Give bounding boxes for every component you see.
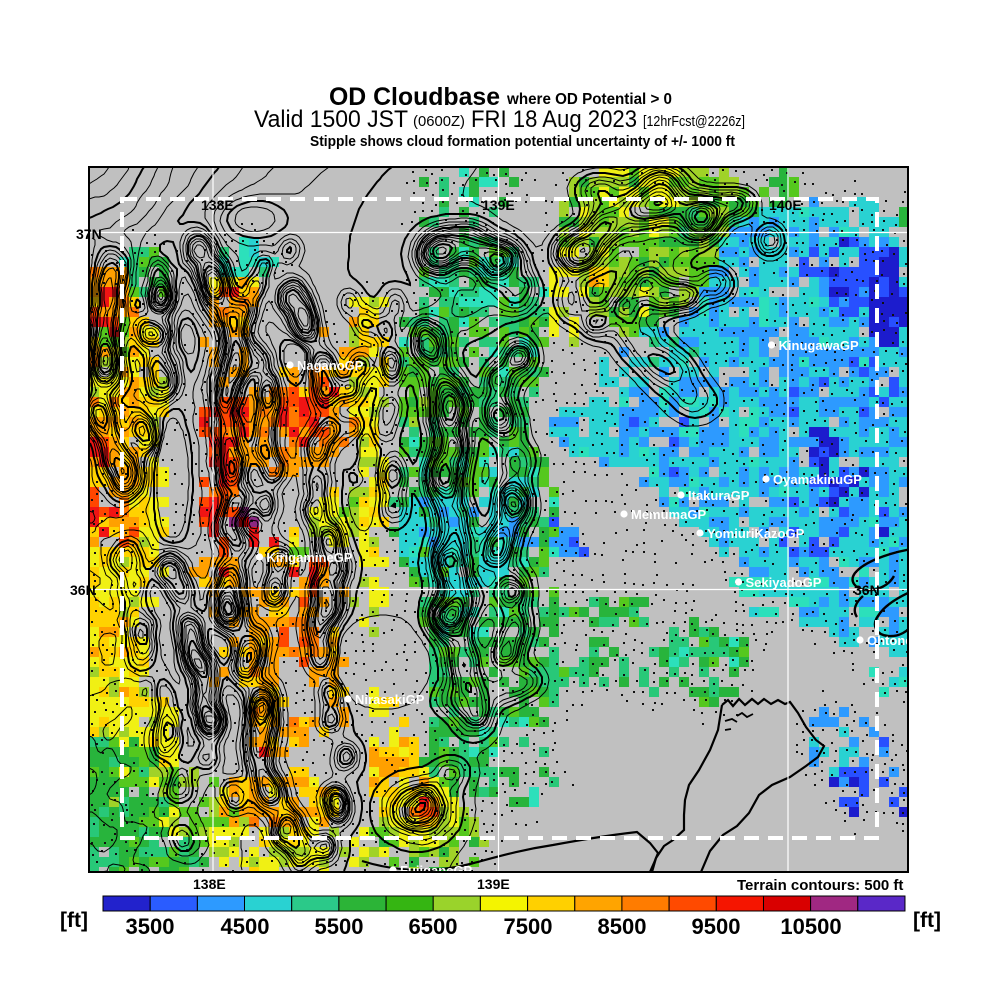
svg-text:SekiyadoGP: SekiyadoGP xyxy=(746,575,822,590)
svg-text:NaganoGP: NaganoGP xyxy=(297,358,364,373)
svg-text:10500: 10500 xyxy=(780,914,841,939)
svg-text:(0600Z): (0600Z) xyxy=(413,113,465,130)
svg-text:Stipple shows cloud formation: Stipple shows cloud formation potential … xyxy=(310,133,735,150)
svg-text:5500: 5500 xyxy=(315,914,364,939)
svg-text:139E: 139E xyxy=(477,876,510,892)
svg-text:ItakuraGP: ItakuraGP xyxy=(688,488,750,503)
svg-text:138E: 138E xyxy=(193,876,226,892)
svg-text:3500: 3500 xyxy=(126,914,175,939)
svg-text:OhtoneGL: OhtoneGL xyxy=(867,633,931,648)
svg-text:[12hrFcst@2226z]: [12hrFcst@2226z] xyxy=(643,113,745,130)
svg-text:Valid 1500 JST: Valid 1500 JST xyxy=(254,106,408,133)
svg-text:9500: 9500 xyxy=(692,914,741,939)
svg-text:NirasakiGP: NirasakiGP xyxy=(355,692,425,707)
svg-text:4500: 4500 xyxy=(221,914,270,939)
svg-text:OD Cloudbase: OD Cloudbase xyxy=(329,83,500,111)
svg-text:140E: 140E xyxy=(769,197,802,213)
svg-text:138E: 138E xyxy=(201,197,234,213)
svg-text:where OD Potential > 0: where OD Potential > 0 xyxy=(506,91,672,108)
svg-text:Terrain contours: 500 ft: Terrain contours: 500 ft xyxy=(737,877,903,894)
svg-text:KinugawaGP: KinugawaGP xyxy=(779,338,860,353)
svg-text:8500: 8500 xyxy=(598,914,647,939)
svg-text:MemumaGP: MemumaGP xyxy=(631,507,706,522)
svg-text:[ft]: [ft] xyxy=(913,909,941,932)
svg-text:7500: 7500 xyxy=(504,914,553,939)
svg-text:[ft]: [ft] xyxy=(60,909,88,932)
svg-text:36N: 36N xyxy=(854,582,880,598)
svg-text:KirigamineGP: KirigamineGP xyxy=(267,550,353,565)
svg-text:OyamakinuGP: OyamakinuGP xyxy=(773,472,862,487)
svg-text:139E: 139E xyxy=(482,197,515,213)
svg-text:FRI 18 Aug 2023: FRI 18 Aug 2023 xyxy=(471,106,637,133)
svg-text:YomiuriKazoGP: YomiuriKazoGP xyxy=(707,526,805,541)
svg-text:36N: 36N xyxy=(70,582,96,598)
svg-text:FujiganeGP: FujiganeGP xyxy=(400,863,473,878)
svg-text:6500: 6500 xyxy=(409,914,458,939)
